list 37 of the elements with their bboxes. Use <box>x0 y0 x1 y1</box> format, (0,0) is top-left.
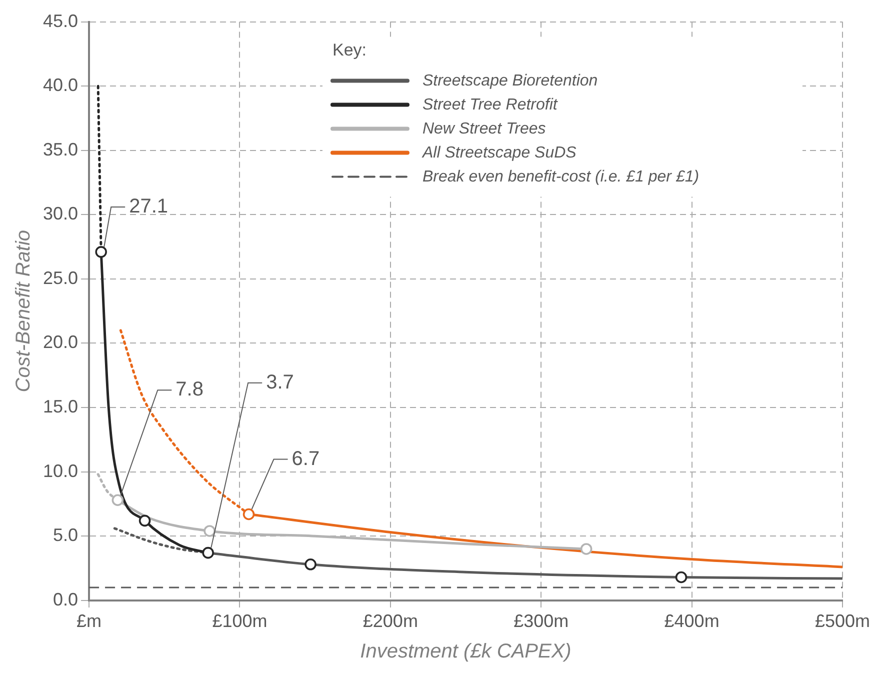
point <box>580 543 592 555</box>
x-axis-title: Investment (£k CAPEX) <box>360 640 572 663</box>
y-tick-label: 20.0 <box>42 332 78 352</box>
annotation: 27.1 <box>129 195 168 218</box>
point <box>138 514 151 527</box>
y-tick-label: 35.0 <box>42 139 78 160</box>
annotation: 6.7 <box>292 448 320 470</box>
point <box>204 525 216 537</box>
annotation: 3.7 <box>266 371 294 394</box>
x-tick-label: £m <box>76 611 102 632</box>
y-tick-label: 10.0 <box>42 460 78 481</box>
legend-label: New Street Trees <box>422 120 546 138</box>
y-tick-label: 0.0 <box>53 589 78 610</box>
x-tick-label: £300m <box>514 611 569 632</box>
point <box>242 508 255 520</box>
legend-label: Streetscape Bioretention <box>422 72 598 90</box>
y-tick-label: 30.0 <box>42 204 78 224</box>
point <box>304 558 316 570</box>
point <box>675 571 688 584</box>
legend-label: Street Tree Retrofit <box>422 96 558 114</box>
point <box>112 494 124 506</box>
x-tick-label: £500m <box>814 611 870 632</box>
y-tick-label: 25.0 <box>42 268 78 288</box>
point <box>95 246 107 258</box>
annotation: 7.8 <box>176 378 204 401</box>
legend-title: Key: <box>332 40 367 60</box>
legend-label: Break even benefit-cost (i.e. £1 per £1) <box>422 168 700 186</box>
point <box>202 546 214 559</box>
legend-label: All Streetscape SuDS <box>421 144 577 162</box>
y-axis-title: Cost-Benefit Ratio <box>12 230 35 392</box>
y-tick-label: 5.0 <box>53 525 78 546</box>
x-tick-label: £200m <box>362 611 418 632</box>
x-tick-label: £400m <box>664 611 720 632</box>
y-tick-label: 40.0 <box>42 75 78 96</box>
y-tick-label: 15.0 <box>42 396 78 416</box>
y-tick-label: 45.0 <box>42 10 78 31</box>
x-tick-label: £100m <box>212 611 268 632</box>
